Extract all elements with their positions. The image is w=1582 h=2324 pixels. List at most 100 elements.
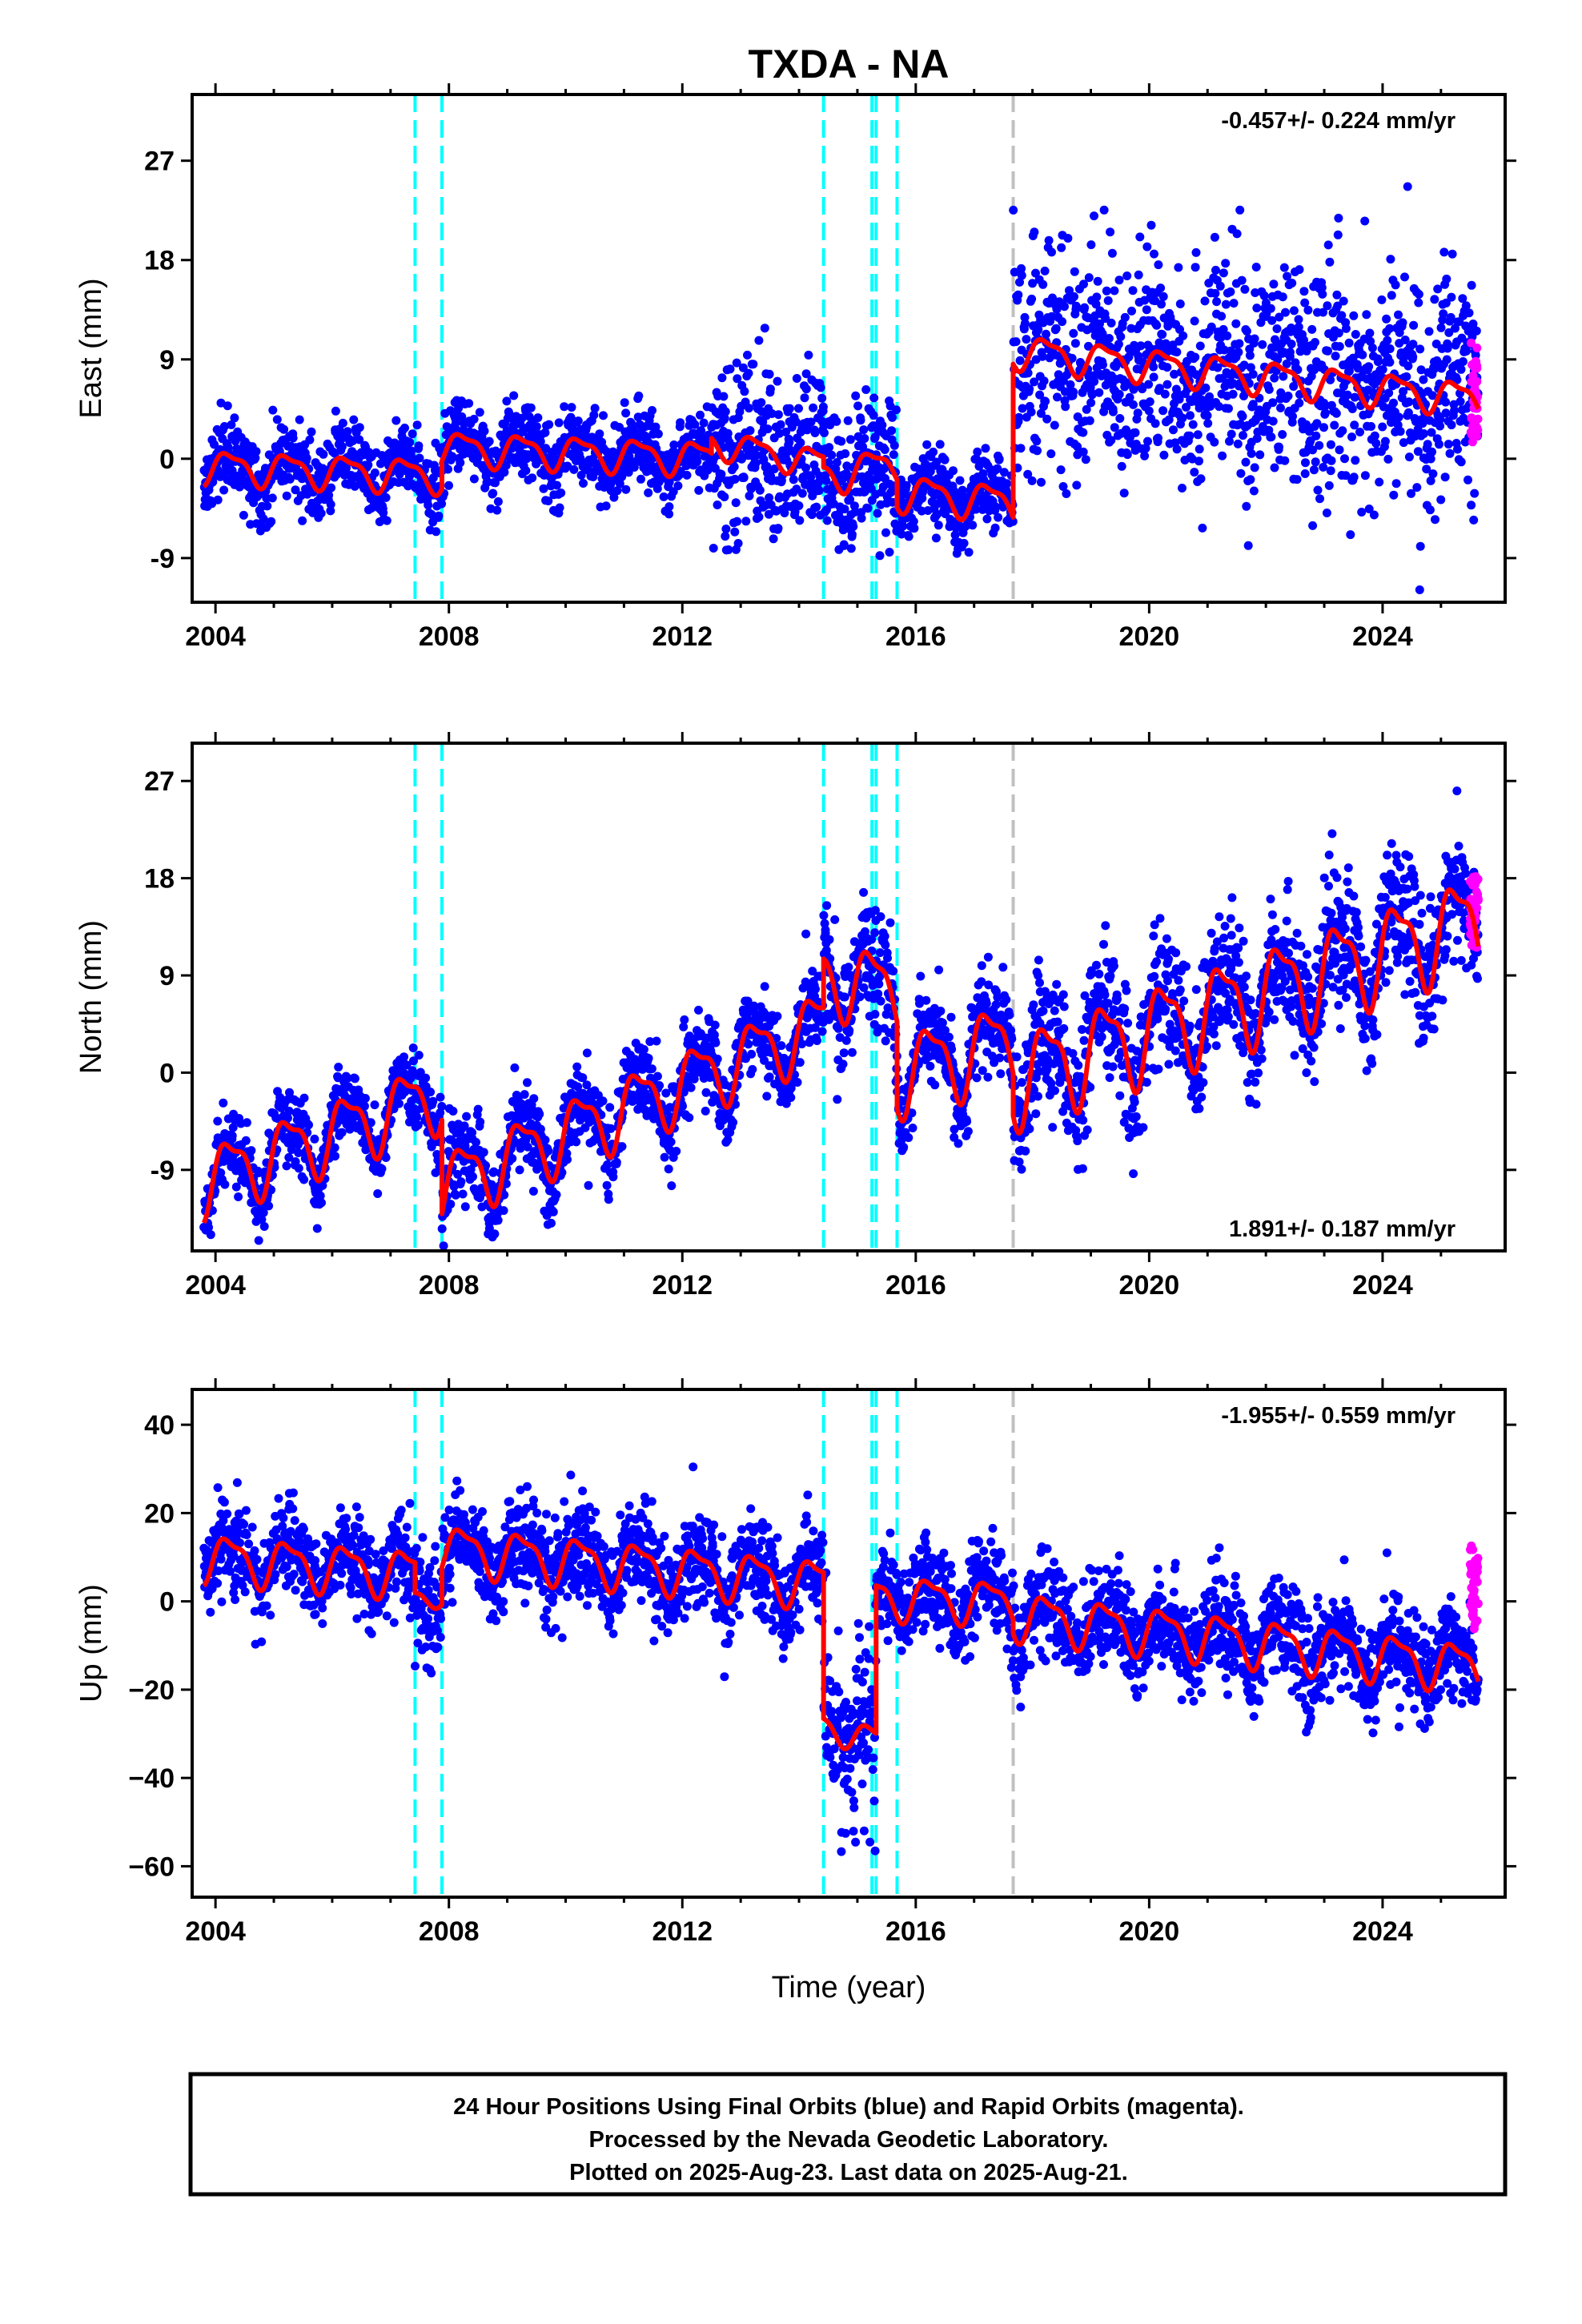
final-orbit-point <box>797 489 807 498</box>
final-orbit-point <box>733 517 742 526</box>
east-final-orbit-points <box>199 182 1483 594</box>
final-orbit-point <box>755 485 765 495</box>
final-orbit-point <box>1398 318 1407 328</box>
east-rate-label: -0.457+/- 0.224 mm/yr <box>1221 108 1456 134</box>
final-orbit-point <box>1443 440 1453 449</box>
final-orbit-point <box>863 504 873 513</box>
final-orbit-point <box>843 416 853 425</box>
final-orbit-point <box>1164 415 1174 424</box>
final-orbit-point <box>1270 463 1279 472</box>
final-orbit-point <box>1047 247 1056 257</box>
final-orbit-point <box>748 1064 757 1074</box>
final-orbit-point <box>733 374 742 384</box>
final-orbit-point <box>1268 416 1278 426</box>
final-orbit-point <box>1028 279 1038 288</box>
final-orbit-point <box>1351 456 1360 465</box>
final-orbit-point <box>1367 422 1375 431</box>
chart-title: TXDA - NA <box>749 42 950 86</box>
final-orbit-point <box>1400 272 1409 282</box>
final-orbit-point <box>1272 324 1282 333</box>
final-orbit-point <box>227 1131 237 1140</box>
final-orbit-point <box>881 528 890 537</box>
final-orbit-point <box>1439 309 1448 319</box>
final-orbit-point <box>1414 298 1423 308</box>
final-orbit-point <box>1308 521 1318 530</box>
final-orbit-point <box>1047 312 1057 321</box>
final-orbit-point <box>458 1189 468 1199</box>
final-orbit-point <box>563 1155 572 1164</box>
final-orbit-point <box>1415 541 1425 551</box>
final-orbit-point <box>994 513 1003 522</box>
final-orbit-point <box>391 416 401 425</box>
final-orbit-point <box>856 416 865 425</box>
final-orbit-point <box>259 514 268 524</box>
final-orbit-point <box>1387 291 1396 300</box>
final-orbit-point <box>363 460 373 470</box>
final-orbit-point <box>606 1124 616 1133</box>
final-orbit-point <box>1287 340 1296 349</box>
final-orbit-point <box>1092 292 1102 302</box>
final-orbit-point <box>1172 444 1182 454</box>
final-orbit-point <box>1025 384 1034 394</box>
final-orbit-point <box>765 1072 774 1082</box>
final-orbit-point <box>757 398 766 408</box>
final-orbit-point <box>1219 268 1228 278</box>
final-orbit-point <box>801 369 811 379</box>
final-orbit-point <box>536 436 545 446</box>
final-orbit-point <box>1415 585 1424 594</box>
final-orbit-point <box>1011 337 1021 347</box>
final-orbit-point <box>1439 247 1449 257</box>
final-orbit-point <box>1472 326 1481 336</box>
final-orbit-point <box>1145 397 1154 407</box>
final-orbit-point <box>739 473 749 482</box>
final-orbit-point <box>279 424 289 434</box>
final-orbit-point <box>1203 419 1213 428</box>
final-orbit-point <box>1441 397 1451 407</box>
final-orbit-point <box>1114 340 1123 349</box>
final-orbit-point <box>1188 420 1198 429</box>
final-orbit-point <box>1150 249 1158 259</box>
final-orbit-point <box>326 500 335 509</box>
final-orbit-point <box>1464 308 1474 318</box>
final-orbit-point <box>295 415 304 424</box>
final-orbit-point <box>1101 314 1110 324</box>
final-orbit-point <box>1425 505 1435 515</box>
final-orbit-point <box>673 481 683 491</box>
final-orbit-point <box>282 491 291 501</box>
final-orbit-point <box>814 486 824 496</box>
final-orbit-point <box>733 539 743 548</box>
y-tick-label: 18 <box>144 246 175 276</box>
final-orbit-point <box>475 408 484 417</box>
final-orbit-point <box>299 1175 309 1184</box>
final-orbit-point <box>858 442 868 452</box>
final-orbit-point <box>490 1229 500 1239</box>
final-orbit-point <box>955 476 965 485</box>
final-orbit-point <box>1058 482 1068 491</box>
final-orbit-point <box>1373 357 1383 367</box>
final-orbit-point <box>1311 338 1319 347</box>
rapid-orbit-point <box>1468 421 1477 431</box>
final-orbit-point <box>1385 344 1395 353</box>
final-orbit-point <box>469 414 479 424</box>
final-orbit-point <box>665 477 674 487</box>
final-orbit-point <box>515 1165 524 1175</box>
final-orbit-point <box>268 405 278 415</box>
final-orbit-point <box>556 489 566 497</box>
final-orbit-point <box>302 453 311 463</box>
final-orbit-point <box>875 551 885 561</box>
final-orbit-point <box>1424 327 1434 336</box>
final-orbit-point <box>1162 380 1172 389</box>
final-orbit-point <box>267 517 276 526</box>
final-orbit-point <box>1331 408 1341 418</box>
final-orbit-point <box>294 1164 303 1173</box>
final-orbit-point <box>1136 341 1146 351</box>
final-orbit-point <box>710 1020 720 1030</box>
final-orbit-point <box>1283 392 1293 400</box>
final-orbit-point <box>219 1098 228 1108</box>
final-orbit-point <box>1195 456 1203 466</box>
final-orbit-point <box>1456 396 1465 406</box>
final-orbit-point <box>1070 339 1080 348</box>
final-orbit-point <box>909 524 919 533</box>
final-orbit-point <box>1445 448 1455 458</box>
